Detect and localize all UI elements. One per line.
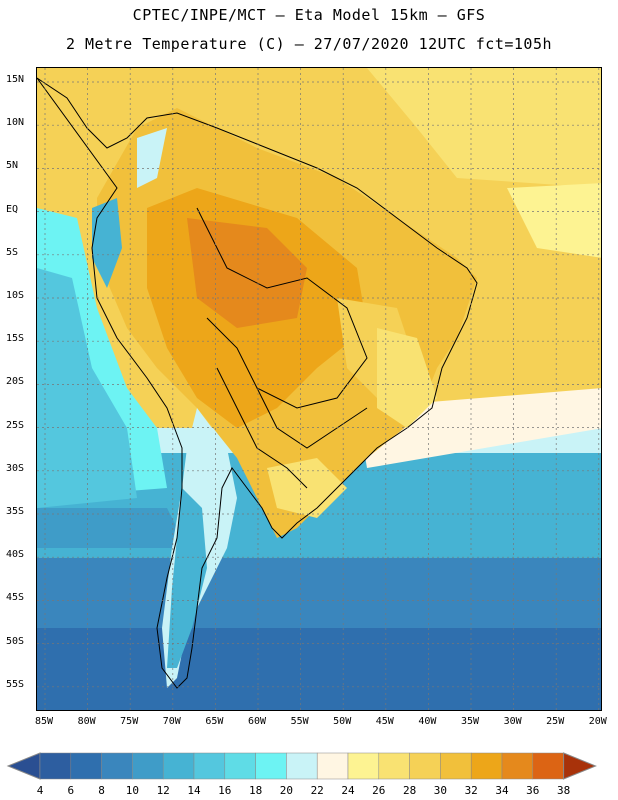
colorbar-swatch — [224, 752, 256, 780]
colorbar-swatch — [162, 752, 195, 780]
colorbar-label: 8 — [98, 784, 105, 797]
lat-label: 15N — [6, 74, 25, 85]
lon-label: 60W — [247, 716, 267, 727]
chart-title-line2: 2 Metre Temperature (C) – 27/07/2020 12U… — [65, 35, 553, 53]
lon-label: 20W — [588, 716, 607, 727]
colorbar-label: 38 — [556, 784, 571, 797]
colorbar-label: 10 — [125, 784, 140, 797]
lat-label: 25S — [6, 419, 25, 431]
colorbar-swatch — [501, 752, 534, 780]
colorbar-over-arrow — [563, 752, 597, 780]
colorbar-label: 22 — [310, 784, 324, 797]
lat-label: 10N — [6, 117, 25, 129]
colorbar-label: 28 — [402, 784, 417, 797]
colorbar-label: 18 — [248, 784, 263, 797]
colorbar-swatch — [378, 752, 410, 780]
colorbar-swatch — [347, 752, 380, 780]
lon-label: 50W — [333, 716, 352, 727]
lon-label: 65W — [205, 716, 224, 727]
colorbar-label: 36 — [526, 784, 540, 797]
lat-label: 5N — [6, 160, 19, 172]
colorbar-swatch — [255, 752, 287, 780]
lat-label: 10S — [6, 290, 25, 301]
colorbar-swatch — [193, 752, 226, 780]
colorbar-swatch — [101, 752, 133, 780]
colorbar-label: 14 — [187, 784, 201, 797]
graticule — [37, 68, 601, 710]
land-temperature-field — [92, 108, 477, 688]
map-canvas — [37, 68, 601, 710]
lon-label: 80W — [77, 716, 96, 727]
temperature-colorbar — [6, 752, 597, 780]
lat-label: 30S — [6, 462, 25, 474]
colorbar-label: 26 — [372, 784, 386, 797]
lon-label: 85W — [34, 716, 54, 727]
chart-title-line1: CPTEC/INPE/MCT – Eta Model 15km – GFS — [132, 6, 486, 24]
lon-label: 45W — [375, 716, 394, 727]
colorbar-swatch — [39, 752, 72, 780]
lat-label: 40S — [6, 549, 25, 561]
colorbar-under-arrow — [6, 752, 41, 780]
colorbar-swatch — [70, 752, 102, 780]
lon-label: 30W — [503, 716, 522, 727]
colorbar-label: 12 — [156, 784, 170, 797]
colorbar-swatch — [440, 752, 472, 780]
colorbar-swatch — [532, 752, 564, 780]
lon-label: 55W — [290, 716, 309, 727]
lat-label: 20S — [6, 376, 25, 388]
coastlines-and-borders — [37, 77, 478, 689]
lat-label: 55S — [6, 678, 25, 690]
colorbar-label: 16 — [218, 784, 232, 797]
colorbar-swatch — [409, 752, 441, 780]
lon-label: 70W — [162, 716, 181, 727]
colorbar-label: 4 — [36, 784, 44, 797]
colorbar-swatch — [132, 752, 164, 780]
colorbar-swatch — [470, 752, 503, 780]
colorbar-label: 6 — [67, 784, 75, 797]
lat-label: 45S — [6, 592, 25, 604]
lat-label: 35S — [6, 506, 25, 517]
lat-label: 15S — [6, 333, 25, 345]
lon-label: 40W — [418, 716, 437, 727]
colorbar-label: 32 — [464, 784, 478, 797]
colorbar-label: 34 — [495, 784, 509, 797]
colorbar-label: 30 — [433, 784, 448, 797]
lon-label: 75W — [120, 716, 139, 727]
lat-label: 5S — [6, 246, 19, 258]
colorbar-label: 24 — [341, 784, 355, 797]
colorbar-label: 20 — [279, 784, 294, 797]
temperature-map — [36, 67, 602, 711]
lat-label: EQ — [6, 203, 19, 215]
colorbar-swatch — [286, 752, 318, 780]
lat-label: 50S — [6, 635, 25, 647]
colorbar-swatch — [316, 752, 349, 780]
lon-label: 35W — [460, 716, 480, 727]
lon-label: 25W — [546, 716, 565, 727]
